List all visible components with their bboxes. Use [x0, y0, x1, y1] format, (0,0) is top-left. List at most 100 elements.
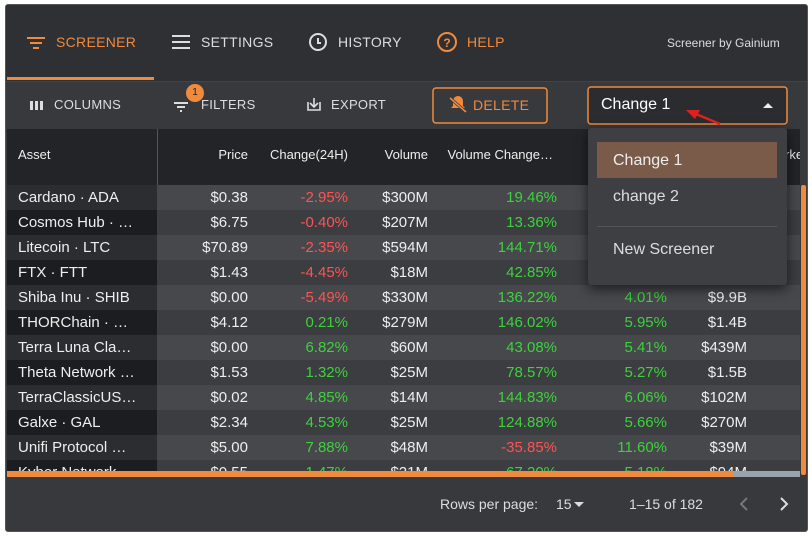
filter-badge: 1: [192, 87, 198, 98]
table-cell: Galxe · GAL: [18, 414, 101, 431]
table-cell: 1.32%: [305, 364, 348, 381]
tab[interactable]: HELP: [467, 34, 505, 50]
table-cell: $9.9B: [707, 289, 747, 306]
brand: Screener by Gainium: [667, 36, 780, 50]
table-cell: $70.89: [202, 239, 248, 256]
table-cell: 5.95%: [624, 314, 667, 331]
menu-item[interactable]: Change 1: [613, 152, 683, 169]
table-cell: 144.71%: [497, 239, 557, 256]
table-cell: Shiba Inu · SHIB: [18, 289, 130, 306]
menu-item[interactable]: New Screener: [613, 241, 715, 258]
table-cell: -0.40%: [300, 214, 348, 231]
table-cell: $0.00: [210, 339, 248, 356]
table-cell: Cosmos Hub · …: [18, 214, 134, 231]
table-cell: $594M: [382, 239, 428, 256]
column-header: Asset: [18, 147, 51, 162]
column-divider: [157, 129, 158, 185]
pager-icons: [574, 497, 789, 511]
asset-cell-bg: [7, 410, 157, 435]
asset-cell-bg: [7, 235, 157, 260]
tab[interactable]: HISTORY: [338, 34, 402, 50]
v-scrollbar[interactable]: [801, 185, 806, 475]
footer: [6, 478, 807, 531]
menu-highlight: [597, 142, 777, 178]
table-cell: 4.53%: [305, 414, 348, 431]
asset-cell-bg: [7, 360, 157, 385]
tab[interactable]: SETTINGS: [201, 34, 274, 50]
delete-button[interactable]: DELETE: [473, 97, 530, 113]
rows-select[interactable]: 15: [556, 496, 572, 512]
table-cell: -2.35%: [300, 239, 348, 256]
asset-cell-bg: [7, 385, 157, 410]
table-cell: $60M: [390, 339, 428, 356]
column-header: Volume Change…: [447, 147, 553, 162]
table-cell: $1.4B: [707, 314, 747, 331]
table-cell: $48M: [390, 439, 428, 456]
table-cell: 146.02%: [497, 314, 557, 331]
table-cell: $102M: [701, 389, 747, 406]
table-cell: Cardano · ADA: [18, 189, 119, 206]
column-header: Change(24H): [269, 147, 348, 162]
columns-button[interactable]: COLUMNS: [54, 97, 122, 112]
table-cell: $14M: [390, 389, 428, 406]
table-cell: $1.53: [210, 364, 248, 381]
table-cell: 43.08%: [506, 339, 557, 356]
table-cell: 4.85%: [305, 389, 348, 406]
table-cell: $39M: [709, 439, 747, 456]
svg-text:?: ?: [443, 36, 450, 50]
table-cell: 4.01%: [624, 289, 667, 306]
table-cell: $0.38: [210, 189, 248, 206]
table-cell: Theta Network …: [18, 364, 135, 381]
table-cell: -5.49%: [300, 289, 348, 306]
table-cell: $25M: [390, 414, 428, 431]
table-cell: 6.06%: [624, 389, 667, 406]
asset-cell-bg: [7, 260, 157, 285]
asset-cell-bg: [7, 310, 157, 335]
annotation-arrow: [686, 110, 721, 126]
h-scrollbar[interactable]: [7, 471, 800, 477]
menu-divider: [597, 226, 777, 227]
table-cell: $0.00: [210, 289, 248, 306]
table-cell: 5.27%: [624, 364, 667, 381]
table-cell: $25M: [390, 364, 428, 381]
asset-cell-bg: [7, 435, 157, 460]
table-cell: 124.88%: [497, 414, 557, 431]
asset-cell-bg: [7, 185, 157, 210]
table-cell: 13.36%: [506, 214, 557, 231]
table-cell: $6.75: [210, 214, 248, 231]
export-button[interactable]: EXPORT: [331, 97, 387, 112]
table-cell: 19.46%: [506, 189, 557, 206]
table-cell: $1.43: [210, 264, 248, 281]
table-cell: -35.85%: [501, 439, 557, 456]
tab[interactable]: SCREENER: [56, 34, 137, 50]
table-cell: Terra Luna Cla…: [18, 339, 132, 356]
table-cell: $439M: [701, 339, 747, 356]
table-cell: $1.5B: [707, 364, 747, 381]
table-cell: Litecoin · LTC: [18, 239, 111, 256]
filters-button[interactable]: FILTERS: [201, 97, 256, 112]
screener-select[interactable]: Change 1: [601, 96, 671, 113]
table-cell: $270M: [701, 414, 747, 431]
table-cell: -2.95%: [300, 189, 348, 206]
table-cell: 42.85%: [506, 264, 557, 281]
page-range: 1–15 of 182: [629, 496, 703, 512]
table-cell: 136.22%: [497, 289, 557, 306]
table-cell: 78.57%: [506, 364, 557, 381]
table-cell: 6.82%: [305, 339, 348, 356]
table-cell: $330M: [382, 289, 428, 306]
asset-cell-bg: [7, 285, 157, 310]
table-cell: $300M: [382, 189, 428, 206]
menu-item[interactable]: change 2: [613, 188, 679, 205]
nav-bar: [6, 5, 807, 82]
table-cell: 5.41%: [624, 339, 667, 356]
table-cell: Unifi Protocol …: [18, 439, 127, 456]
icons: ?: [7, 32, 788, 125]
table-cell: $0.02: [210, 389, 248, 406]
table-cell: $4.12: [210, 314, 248, 331]
table-cell: 5.66%: [624, 414, 667, 431]
table-cell: $2.34: [210, 414, 248, 431]
table-cell: 11.60%: [617, 439, 667, 456]
asset-cell-bg: [7, 335, 157, 360]
table-cell: 0.21%: [305, 314, 348, 331]
table-cell: $5.00: [210, 439, 248, 456]
